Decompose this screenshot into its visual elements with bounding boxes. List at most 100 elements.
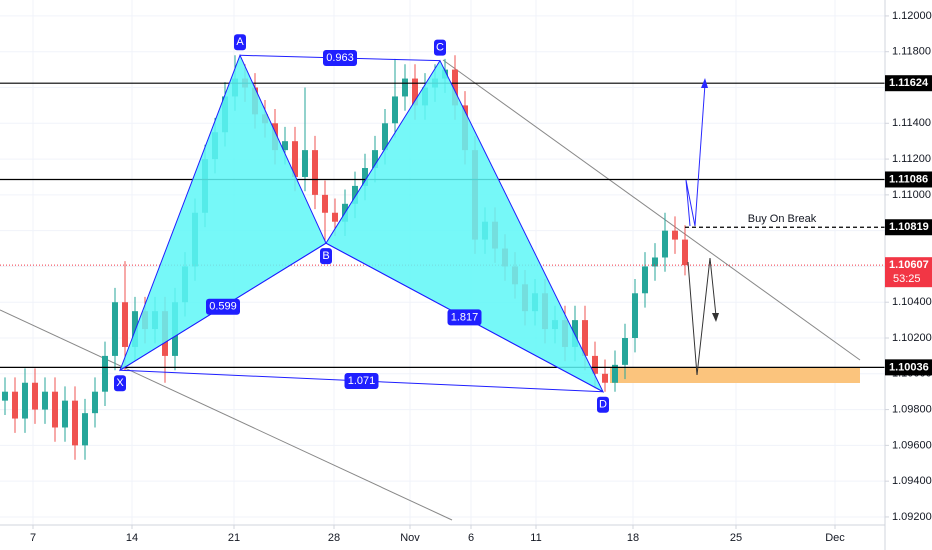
candle-body — [322, 194, 328, 213]
x-tick-label: 7 — [30, 532, 36, 544]
candle-body — [292, 141, 298, 177]
x-tick-label: Dec — [825, 532, 845, 544]
x-tick-label: 25 — [730, 532, 742, 544]
arrow-head — [701, 78, 708, 88]
overlay: Buy On Break 0.599 0.963 1.817 1.071 X A B C D — [0, 34, 885, 413]
candle-body — [302, 150, 308, 177]
candle-body — [642, 266, 648, 294]
candle-body — [42, 391, 48, 410]
candle-body — [392, 96, 398, 124]
ratio-box — [323, 49, 357, 66]
projection-arrow — [687, 257, 717, 376]
current-price-tag — [885, 257, 932, 288]
level-note: Buy On Break — [748, 213, 817, 225]
point-box — [434, 39, 446, 56]
current-price-label: 1.10607 — [889, 259, 929, 271]
trend-line — [0, 309, 453, 521]
price-tag — [885, 171, 932, 188]
projection-arrow — [685, 83, 706, 227]
trend-line — [442, 59, 861, 361]
candle-body — [102, 355, 108, 392]
y-tick-label: 1.09200 — [892, 511, 932, 523]
point-box — [114, 375, 126, 392]
y-tick-label: 1.11000 — [892, 189, 931, 201]
y-tick-label: 1.09800 — [892, 403, 932, 415]
arrows — [685, 78, 719, 376]
price-tag — [885, 219, 932, 236]
drawings — [0, 59, 861, 521]
candle-body — [662, 230, 668, 258]
price-tag-label: 1.10819 — [889, 221, 929, 233]
y-tick-label: 1.11200 — [892, 153, 931, 165]
price-tag — [885, 75, 932, 92]
ratio-label: 0.599 — [209, 301, 237, 313]
point-box — [597, 396, 609, 413]
ratio-label: 1.071 — [348, 375, 376, 387]
x-tick-label: 6 — [468, 532, 474, 544]
point-label: A — [236, 36, 244, 48]
demand-zone — [610, 367, 860, 383]
candle-body — [402, 78, 408, 97]
ratio-label: 0.963 — [326, 52, 354, 64]
countdown: 53:25 — [893, 273, 921, 285]
price-tag-label: 1.10036 — [889, 361, 929, 373]
candle-body — [352, 185, 358, 204]
point-label: C — [436, 42, 444, 54]
candle-body — [612, 364, 618, 383]
candle-body — [622, 338, 628, 365]
point-label: B — [322, 250, 329, 262]
x-tick-label: 11 — [530, 532, 541, 544]
x-tick-label: 28 — [328, 532, 340, 544]
candle-body — [92, 391, 98, 414]
candle-body — [32, 382, 38, 410]
candle-body — [12, 391, 18, 419]
candle-body — [132, 311, 138, 347]
candle-body — [632, 293, 638, 339]
axes: 1.120001.118001.116001.114001.112001.110… — [30, 10, 932, 544]
point-box — [234, 34, 246, 51]
ratio-box — [447, 309, 482, 326]
candle-body — [72, 400, 78, 446]
y-tick-label: 1.10200 — [892, 332, 932, 344]
price-tag-label: 1.11086 — [889, 173, 928, 185]
candle-body — [362, 168, 368, 186]
point-label: X — [116, 377, 124, 389]
candle-body — [652, 257, 658, 267]
candle-body — [2, 391, 8, 401]
candle-body — [52, 391, 58, 428]
candle-body — [82, 413, 88, 446]
y-tick-label: 1.09600 — [892, 439, 932, 451]
x-tick-label: 14 — [126, 532, 138, 544]
candle-body — [452, 69, 458, 106]
candle-body — [62, 400, 68, 428]
candle-body — [282, 141, 288, 151]
candle-body — [572, 320, 578, 347]
x-tick-label: 18 — [627, 532, 639, 544]
price-tag — [885, 359, 932, 376]
ratio-box — [344, 372, 379, 389]
y-tick-label: 1.10400 — [892, 296, 932, 308]
candle-body — [672, 230, 678, 240]
candle-body — [592, 355, 598, 374]
y-tick-label: 1.11400 — [892, 117, 931, 129]
ratio-label: 1.817 — [451, 311, 479, 323]
y-tick-label: 1.12000 — [892, 10, 932, 22]
arrow-head — [712, 313, 719, 322]
candle-body — [122, 302, 128, 347]
candle-body — [112, 302, 118, 356]
candle-body — [412, 78, 418, 106]
y-tick-label: 1.11800 — [892, 46, 931, 58]
candle-body — [312, 150, 318, 195]
candle-body — [332, 212, 338, 222]
x-tick-label: Nov — [400, 532, 420, 544]
candle-body — [22, 382, 28, 419]
x-tick-label: 21 — [228, 532, 240, 544]
point-box — [320, 248, 332, 265]
ratio-box — [206, 298, 240, 315]
candle-body — [682, 239, 688, 266]
y-tick-label: 1.09400 — [892, 475, 932, 487]
candle-body — [382, 123, 388, 151]
candle-body — [582, 320, 588, 356]
candle-body — [602, 373, 608, 383]
